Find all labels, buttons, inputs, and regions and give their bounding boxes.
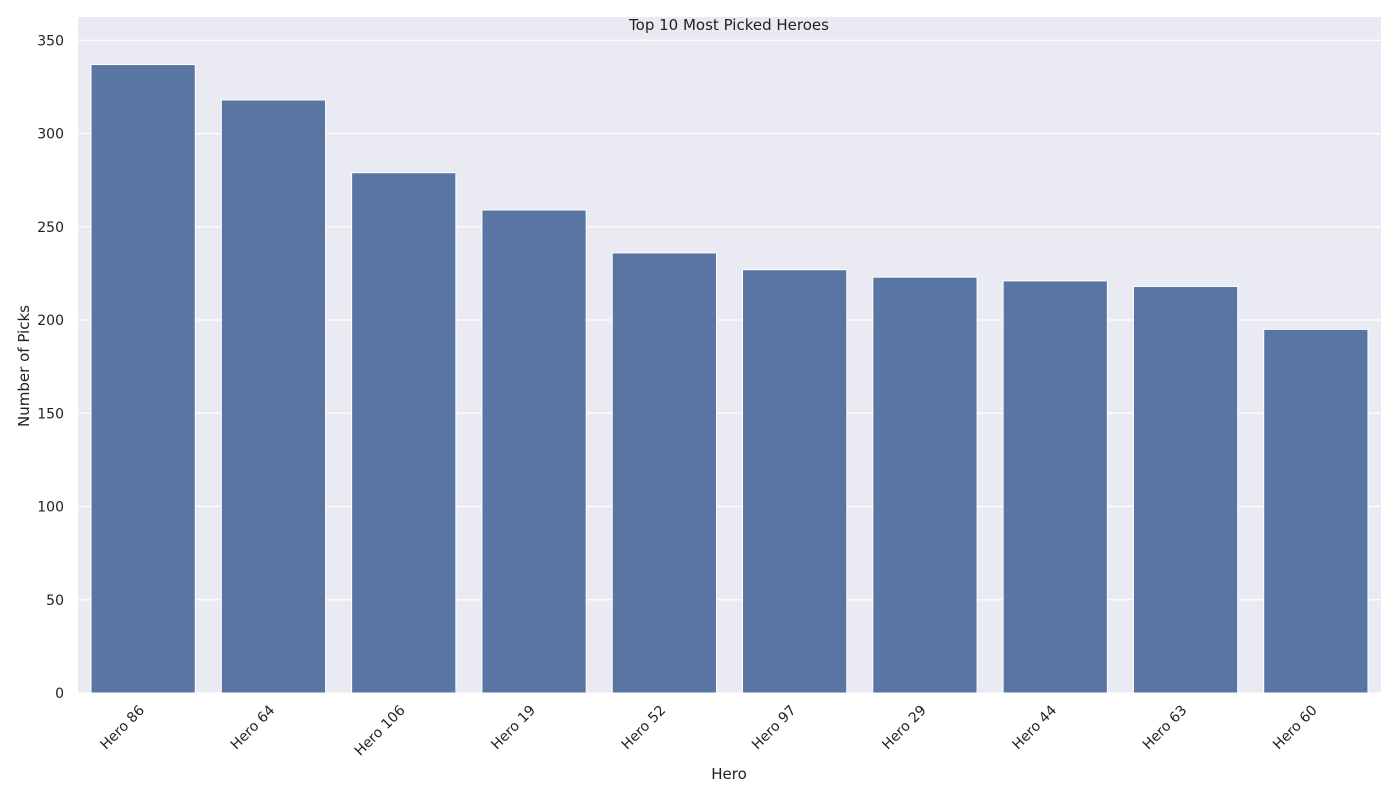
- x-tick-label: Hero 29: [879, 703, 930, 754]
- y-tick-label: 100: [37, 500, 64, 516]
- chart-title: Top 10 Most Picked Heroes: [628, 16, 829, 34]
- bar: [351, 172, 457, 694]
- y-tick-label: 300: [37, 127, 64, 143]
- bar: [1263, 328, 1369, 694]
- bar: [1132, 285, 1239, 694]
- bar: [742, 269, 848, 694]
- x-tick-labels: Hero 86 Hero 64 Hero 106 Hero 19 Hero 52 Hero…: [97, 702, 1320, 759]
- bar: [90, 64, 196, 694]
- x-axis-label: Hero: [711, 765, 747, 783]
- bar: [1002, 280, 1108, 694]
- bar: [481, 209, 587, 694]
- x-tick-label: Hero 97: [749, 703, 800, 754]
- bar: [220, 99, 327, 694]
- x-tick-label: Hero 63: [1140, 703, 1191, 754]
- x-tick-label: Hero 52: [619, 703, 670, 754]
- y-tick-label: 350: [37, 33, 64, 49]
- y-tick-label: 0: [55, 686, 64, 702]
- x-tick-label: Hero 44: [1010, 702, 1061, 753]
- y-tick-label: 50: [46, 593, 64, 609]
- bar: [611, 252, 717, 694]
- y-tick-labels: 0 50 100 150 200 250 300 350: [37, 33, 64, 702]
- bars: [90, 64, 1369, 694]
- x-tick-label: Hero 19: [488, 703, 539, 754]
- y-tick-label: 150: [37, 406, 64, 422]
- y-axis-label: Number of Picks: [15, 305, 33, 427]
- x-tick-label: Hero 60: [1270, 703, 1321, 754]
- y-tick-label: 200: [37, 313, 64, 329]
- y-tick-label: 250: [37, 220, 64, 236]
- x-tick-label: Hero 106: [352, 702, 409, 759]
- x-tick-label: Hero 64: [228, 702, 279, 753]
- bar: [872, 276, 978, 694]
- x-tick-label: Hero 86: [97, 702, 148, 753]
